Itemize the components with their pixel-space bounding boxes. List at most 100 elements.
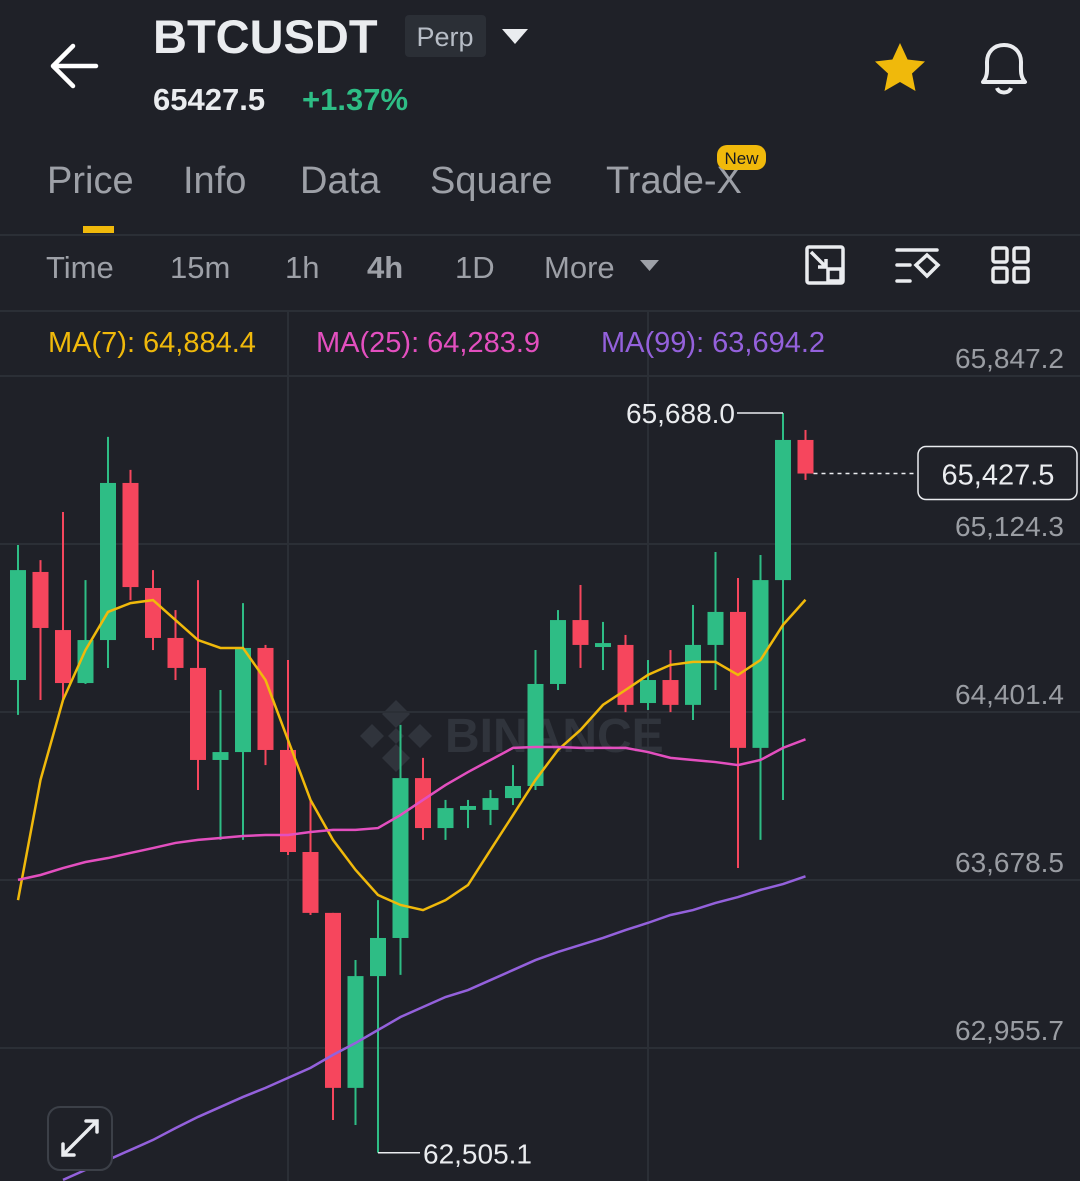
tab[interactable]: Info <box>183 160 246 202</box>
contract: Perp <box>416 22 473 52</box>
interval-bar: Time 15m 1h 4h 1D More <box>46 250 615 285</box>
ma-line <box>17 738 806 882</box>
candle-body <box>415 778 431 829</box>
ma-name: MA(25): <box>316 327 419 359</box>
current-price-box <box>917 445 1078 501</box>
candle-body <box>617 644 634 705</box>
candle-body <box>505 785 521 799</box>
candle-body <box>797 439 814 474</box>
candle-body <box>685 644 701 705</box>
icon-cell <box>1012 246 1030 264</box>
ma-line <box>62 875 806 1181</box>
tab-bar: Price Info Data Square Trade-X <box>47 160 742 202</box>
candle-body <box>280 749 296 852</box>
candle-body <box>55 630 71 684</box>
candle-body <box>145 587 161 638</box>
interval[interactable]: 15m <box>170 250 230 285</box>
candle-body <box>550 620 566 684</box>
ma-value: 64,884.4 <box>143 327 256 359</box>
tab[interactable]: Trade-X <box>606 160 742 202</box>
candle-body <box>190 667 206 760</box>
layout-grid-icon[interactable] <box>991 246 1030 284</box>
ma-name: MA(99): <box>601 327 704 359</box>
icon-diamond <box>913 252 941 279</box>
ma-name: MA(7): <box>48 327 135 359</box>
watermark-logo <box>360 700 432 772</box>
y-tick-label: 65,847.2 <box>955 343 1064 374</box>
icon-glyph <box>809 250 843 283</box>
y-tick-label: 62,955.7 <box>955 1015 1064 1046</box>
interval[interactable]: 4h <box>367 250 403 285</box>
ma-legend: MA(25): 64,283.9 <box>316 327 540 359</box>
candle-body <box>572 620 589 645</box>
indicator-settings-icon[interactable] <box>895 248 941 283</box>
icon-cell <box>1012 266 1030 284</box>
y-tick-label: 65,124.3 <box>955 511 1064 542</box>
interval[interactable]: 1D <box>455 250 495 285</box>
chart: 65,847.2 65,124.3 64,401.4 63,678.5 62,955.7… <box>0 327 1080 1181</box>
active-tab-indicator <box>83 226 114 233</box>
ma-value: 63,694.2 <box>712 327 825 359</box>
favorite-star[interactable] <box>875 43 925 91</box>
bell-clapper <box>995 87 1013 95</box>
candle-body <box>235 647 251 753</box>
tab[interactable]: Price <box>47 160 134 202</box>
new-badge-text: New <box>724 149 759 168</box>
last-price: 65427.5 <box>153 82 265 117</box>
expand-button[interactable] <box>47 1106 113 1171</box>
symbol: BTCUSDT <box>153 10 378 63</box>
chart-type-icon[interactable] <box>805 245 845 285</box>
interval[interactable]: More <box>544 250 615 285</box>
interval[interactable]: Time <box>46 250 114 285</box>
low-marker-label: 62,505.1 <box>423 1139 532 1170</box>
expand-glyph <box>61 1119 99 1157</box>
ma-line <box>16 598 807 912</box>
candle-body <box>77 640 94 684</box>
candle-body <box>100 482 116 641</box>
candle-body <box>32 571 49 628</box>
icon-cell <box>991 246 1009 264</box>
perp-badge <box>405 15 486 57</box>
icon-lines <box>895 248 939 283</box>
alert-bell[interactable] <box>981 43 1027 95</box>
candle-body <box>167 637 184 668</box>
icon-cell <box>991 266 1009 284</box>
candle-body <box>460 805 476 810</box>
tab[interactable]: Square <box>430 160 553 202</box>
y-tick-label: 63,678.5 <box>955 847 1064 878</box>
candle-body <box>302 851 319 913</box>
symbol-dropdown[interactable] <box>502 29 528 44</box>
new-badge <box>717 145 766 170</box>
back-button[interactable] <box>50 43 99 89</box>
ma-legend: MA(99): 63,694.2 <box>601 327 825 359</box>
candle-body <box>122 482 139 588</box>
candle-body <box>752 580 769 748</box>
interval[interactable]: 1h <box>285 250 319 285</box>
bell-body <box>981 43 1027 84</box>
candle-body <box>730 611 746 748</box>
more-dropdown[interactable] <box>640 260 659 271</box>
current-price-label: 65,427.5 <box>942 460 1055 492</box>
candle-body <box>640 680 656 704</box>
candle-body <box>392 778 409 938</box>
candle-body <box>257 647 274 750</box>
candle-body <box>325 912 341 1088</box>
price-change: +1.37% <box>302 82 408 117</box>
candle-body <box>437 808 454 829</box>
candle-body <box>595 643 611 648</box>
candle-body <box>347 976 364 1088</box>
candle-body <box>527 683 544 786</box>
candle-body <box>775 439 791 581</box>
candle-body <box>10 570 26 681</box>
candle-body <box>707 611 724 645</box>
tab[interactable]: Data <box>300 160 381 202</box>
back-arrow <box>50 43 99 89</box>
candle-body <box>212 752 229 760</box>
icon-frame <box>805 245 845 285</box>
candle-body <box>370 937 386 977</box>
candle-body <box>482 798 499 810</box>
high-marker-label: 65,688.0 <box>626 398 735 429</box>
candle-body <box>662 680 679 705</box>
